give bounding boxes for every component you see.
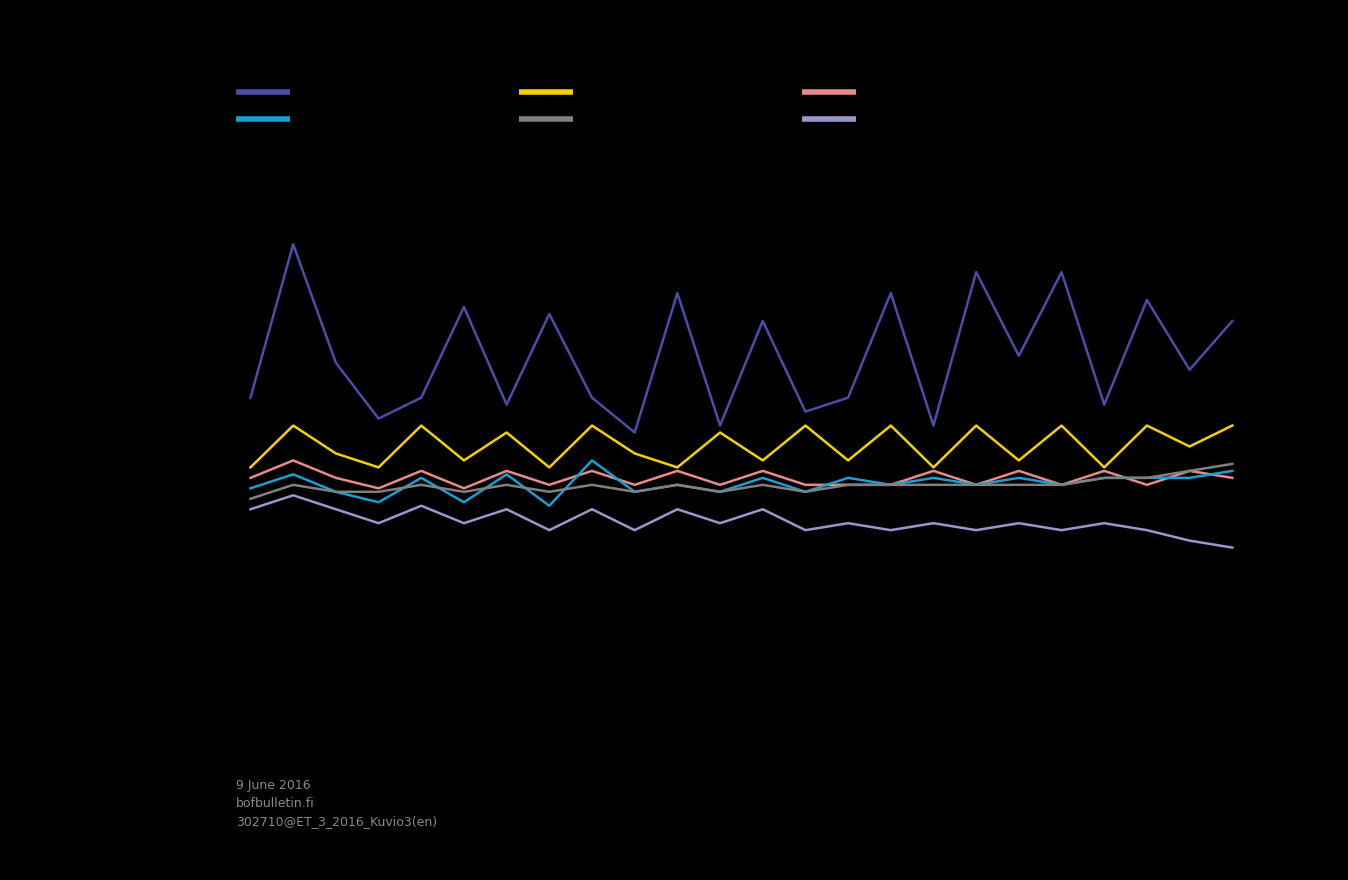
- Text: 9 June 2016
bofbulletin.fi
302710@ET_3_2016_Kuvio3(en): 9 June 2016 bofbulletin.fi 302710@ET_3_2…: [236, 779, 437, 828]
